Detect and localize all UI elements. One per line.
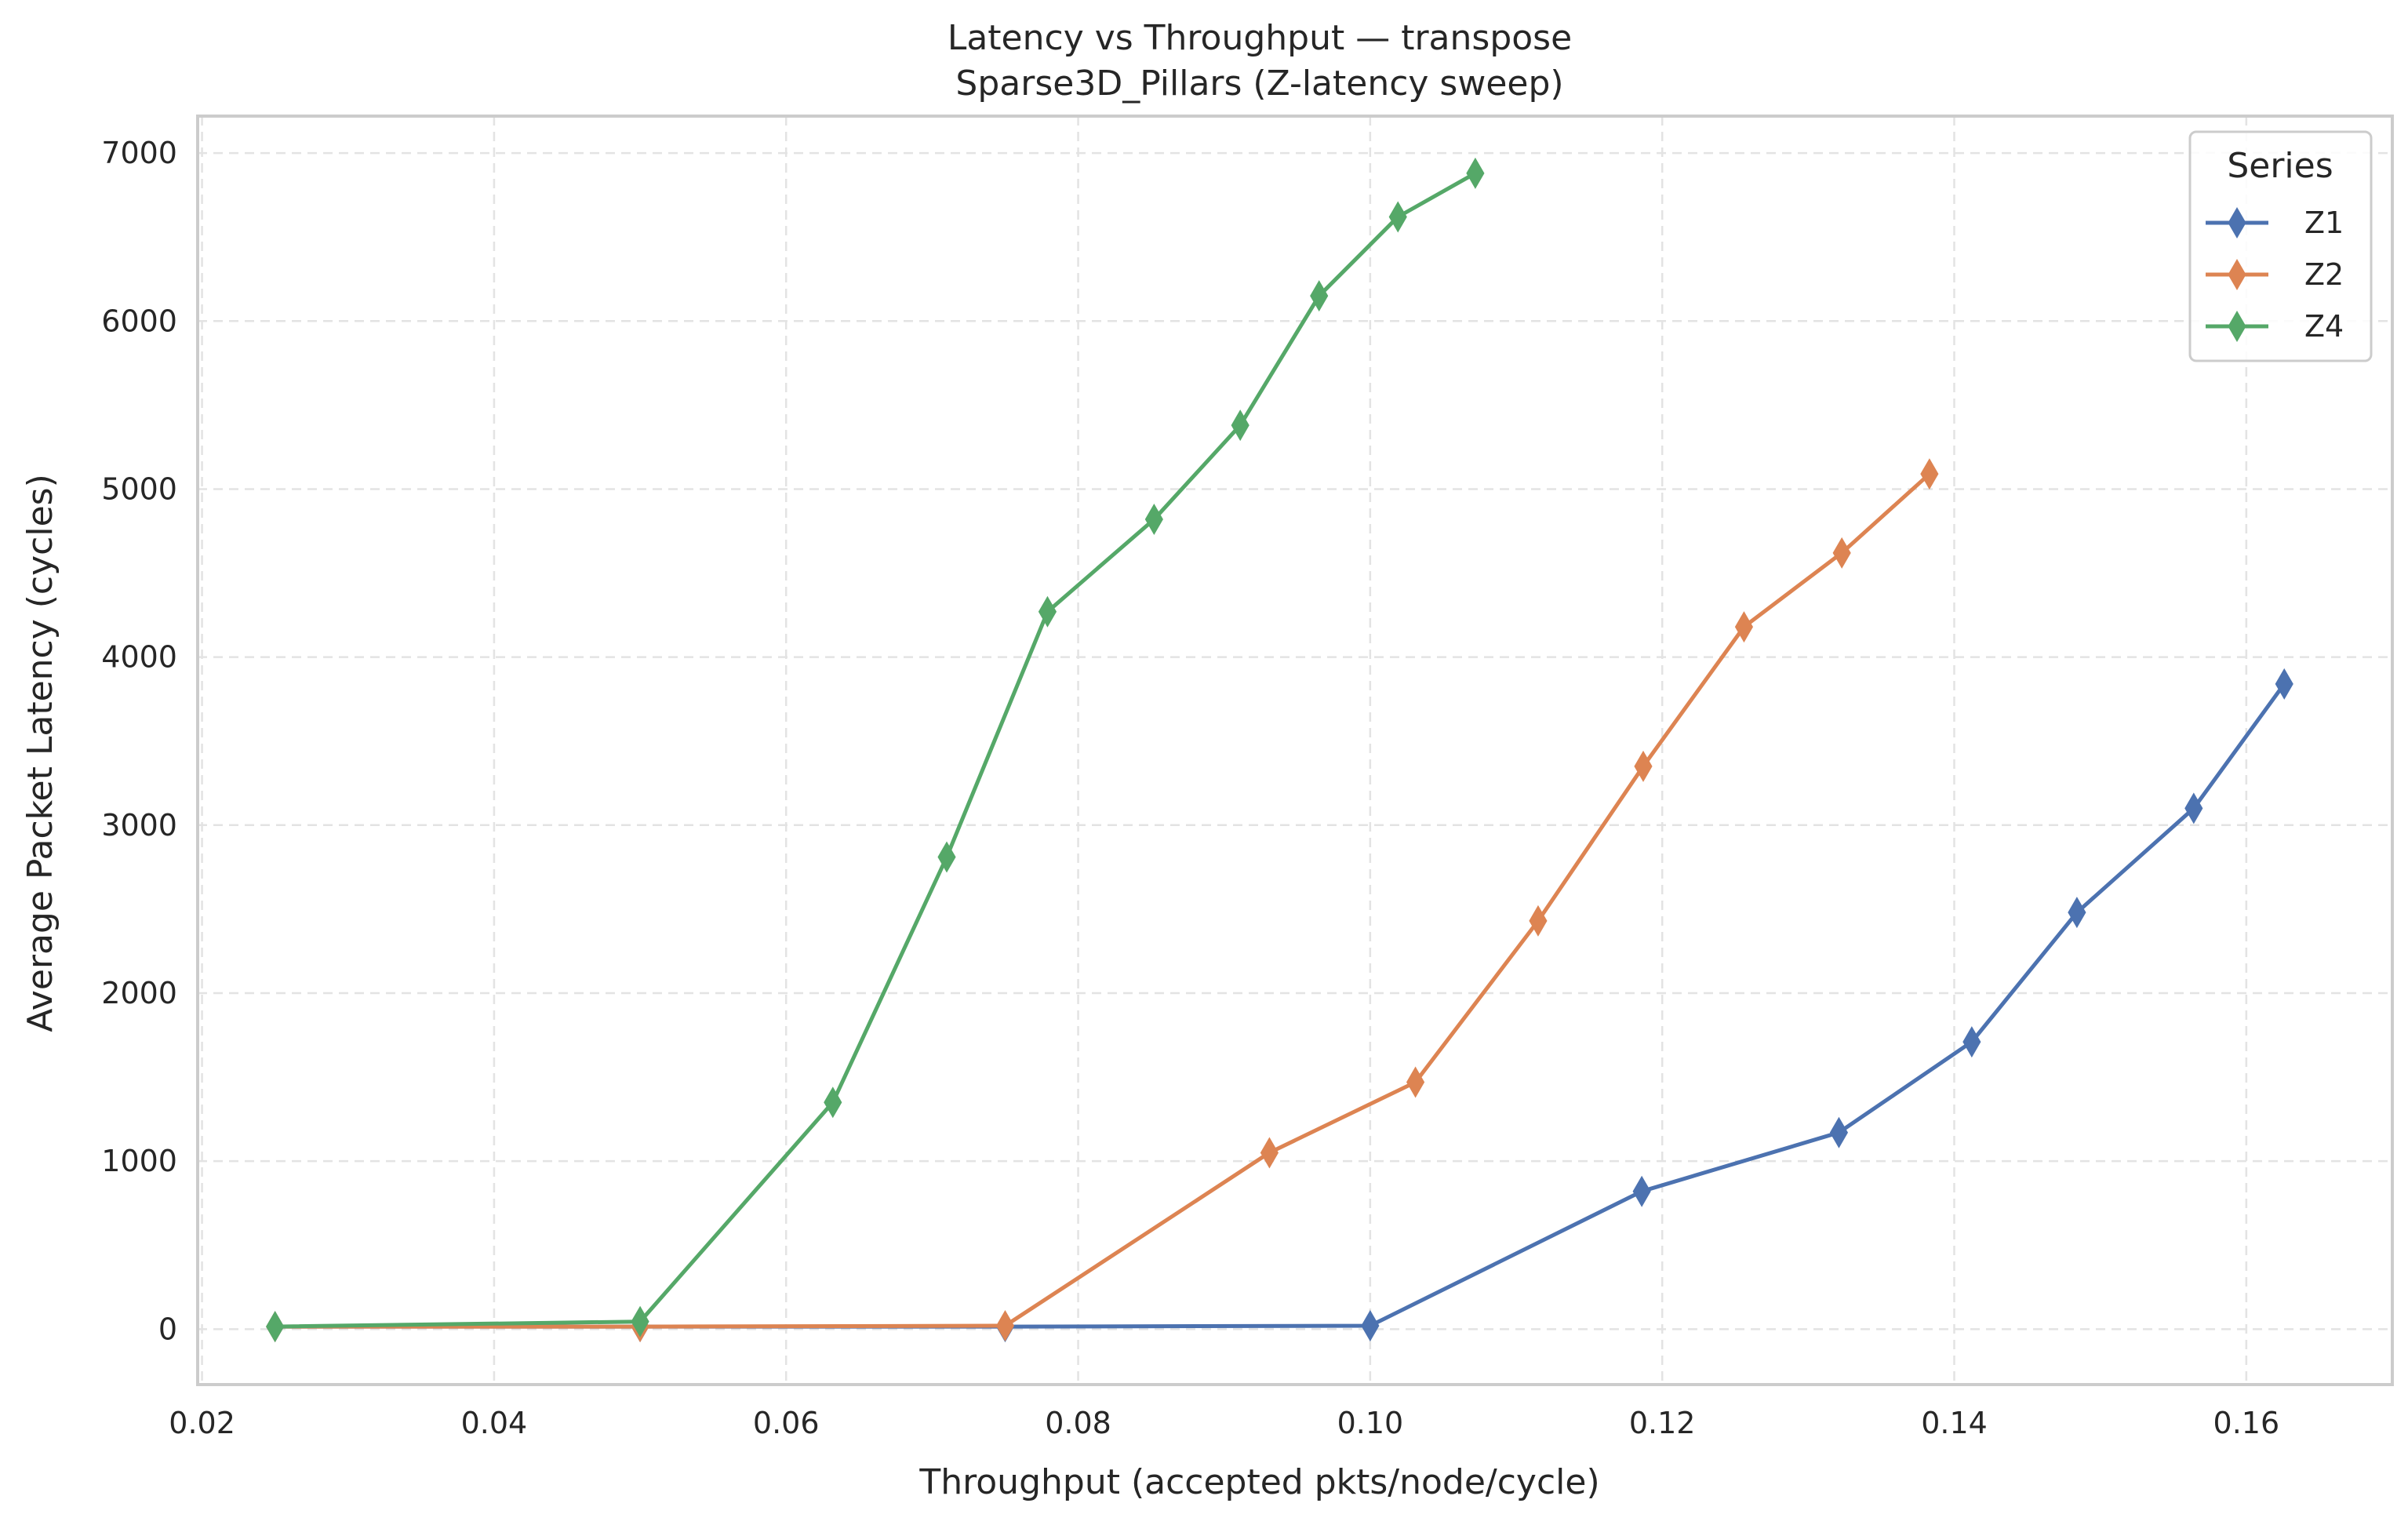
series-line-z2: [275, 472, 1931, 1329]
chart-subtitle: Sparse3D_Pillars (Z-latency sweep): [955, 64, 1563, 104]
series-z2: [266, 458, 1939, 1343]
y-axis-label: Average Packet Latency (cycles): [20, 474, 60, 1032]
series-z1: [266, 668, 2293, 1343]
legend-label: Z2: [2304, 257, 2344, 292]
y-tick-label: 3000: [101, 808, 177, 843]
legend-item-z4: Z4: [2206, 309, 2344, 344]
y-tick-label: 5000: [101, 471, 177, 506]
data-point-z2: [1832, 537, 1851, 569]
legend-box: [2188, 130, 2373, 362]
grid: [198, 116, 2392, 1385]
x-tick-label: 0.12: [1629, 1406, 1696, 1440]
x-tick-label: 0.14: [1921, 1406, 1988, 1440]
data-point-z4: [1038, 595, 1057, 628]
y-tick-label: 0: [158, 1312, 177, 1346]
data-point-z1: [1632, 1175, 1651, 1207]
data-point-z4: [937, 841, 956, 873]
y-tick-label: 1000: [101, 1144, 177, 1178]
y-tick-label: 2000: [101, 976, 177, 1010]
data-point-z2: [1634, 750, 1653, 782]
data-point-z2: [1406, 1066, 1425, 1098]
data-point-z2: [1920, 458, 1939, 490]
x-tick-label: 0.16: [2213, 1406, 2280, 1440]
series-line-z1: [275, 682, 2286, 1329]
legend-marker: [2228, 259, 2246, 290]
x-tick-label: 0.06: [753, 1406, 820, 1440]
data-point-z4: [1231, 409, 1249, 442]
legend-items: Z1 Z2 Z4: [2206, 206, 2344, 344]
data-point-z4: [1144, 504, 1163, 536]
plot-frame: [196, 115, 2394, 1386]
data-point-z4: [631, 1305, 649, 1338]
data-point-z1: [2068, 897, 2086, 929]
data-point-z1: [2184, 792, 2203, 824]
legend-title: Series: [2227, 146, 2333, 186]
data-point-z1: [1361, 1310, 1380, 1342]
data-point-z1: [1829, 1116, 1849, 1148]
legend-marker: [2228, 311, 2246, 342]
legend: Series Z1 Z2 Z4: [2188, 130, 2373, 362]
x-axis-ticks: 0.02 0.04 0.06 0.08 0.10 0.12 0.14 0.16: [169, 1406, 2279, 1440]
data-point-z1: [2275, 668, 2293, 700]
data-point-z2: [1734, 611, 1754, 643]
data-point-z4: [1388, 201, 1407, 233]
x-tick-label: 0.04: [461, 1406, 528, 1440]
legend-label: Z1: [2304, 206, 2344, 240]
legend-marker: [2228, 207, 2246, 238]
data-point-z2: [995, 1310, 1015, 1342]
legend-label: Z4: [2304, 309, 2344, 344]
data-point-z4: [824, 1086, 842, 1119]
y-tick-label: 4000: [101, 640, 177, 675]
chart-title: Latency vs Throughput — transpose: [948, 18, 1572, 58]
data-point-z4: [1466, 157, 1485, 189]
data-point-z2: [1529, 904, 1548, 937]
data-point-z4: [1310, 280, 1329, 312]
x-tick-label: 0.08: [1045, 1406, 1111, 1440]
x-tick-label: 0.10: [1337, 1406, 1404, 1440]
data-point-z2: [1260, 1137, 1279, 1169]
x-tick-label: 0.02: [169, 1406, 235, 1440]
data-point-z1: [1962, 1026, 1981, 1058]
legend-item-z1: Z1: [2206, 206, 2344, 240]
legend-item-z2: Z2: [2206, 257, 2344, 292]
series-lines: [266, 157, 2293, 1343]
y-tick-label: 7000: [101, 136, 177, 170]
series-z4: [266, 157, 1485, 1343]
series-line-z4: [275, 171, 1477, 1329]
y-tick-label: 6000: [101, 304, 177, 338]
data-point-z4: [266, 1311, 285, 1343]
x-axis-label: Throughput (accepted pkts/node/cycle): [918, 1462, 1599, 1502]
y-axis-ticks: 0 1000 2000 3000 4000 5000 6000 7000: [101, 136, 177, 1346]
